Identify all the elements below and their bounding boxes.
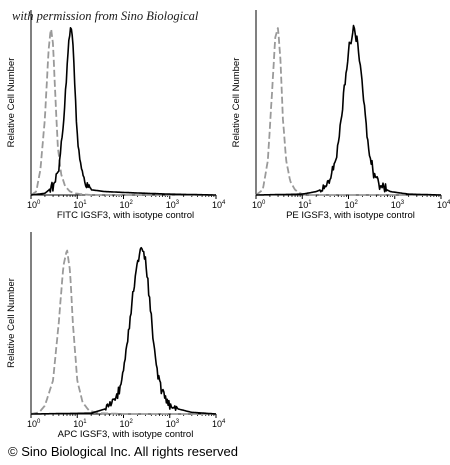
histogram-panel: 100 101 102 103 104 Relative Cell Number FITC … bbox=[6, 10, 226, 221]
x-tick-label: 100 bbox=[27, 419, 41, 429]
x-axis-label: PE IGSF3, with isotype control bbox=[286, 210, 415, 221]
igsf3-sample-curve bbox=[255, 24, 442, 196]
x-tick-label: 102 bbox=[345, 200, 359, 210]
igsf3-sample-curve bbox=[30, 26, 216, 196]
copyright-text: © Sino Biological Inc. All rights reserv… bbox=[8, 444, 238, 459]
x-tick-label: 104 bbox=[437, 200, 450, 210]
x-tick-label: 104 bbox=[212, 419, 226, 429]
x-tick-label: 100 bbox=[252, 200, 266, 210]
isotype-control-curve bbox=[30, 249, 217, 415]
x-tick-label: 103 bbox=[166, 419, 180, 429]
x-tick-label: 104 bbox=[212, 200, 226, 210]
y-axis-label: Relative Cell Number bbox=[6, 58, 17, 148]
histogram-panel: 100 101 102 103 104 Relative Cell Number APC I… bbox=[6, 232, 226, 440]
x-tick-label: 102 bbox=[120, 200, 134, 210]
y-axis-label: Relative Cell Number bbox=[6, 278, 17, 368]
x-tick-label: 101 bbox=[73, 419, 87, 429]
x-tick-label: 103 bbox=[391, 200, 405, 210]
x-tick-label: 102 bbox=[120, 419, 134, 429]
watermark-text: with permission from Sino Biological bbox=[12, 9, 199, 23]
x-tick-label: 100 bbox=[27, 200, 41, 210]
x-tick-label: 101 bbox=[298, 200, 312, 210]
x-tick-label: 101 bbox=[73, 200, 87, 210]
igsf3-sample-curve bbox=[30, 246, 217, 415]
y-axis-label: Relative Cell Number bbox=[231, 58, 242, 148]
x-axis-label: APC IGSF3, with isotype control bbox=[58, 429, 194, 440]
x-tick-label: 103 bbox=[166, 200, 180, 210]
x-axis-label: FITC IGSF3, with isotype control bbox=[57, 210, 194, 221]
histogram-panel: 100 101 102 103 104 Relative Cell Number PE IG… bbox=[231, 10, 450, 221]
